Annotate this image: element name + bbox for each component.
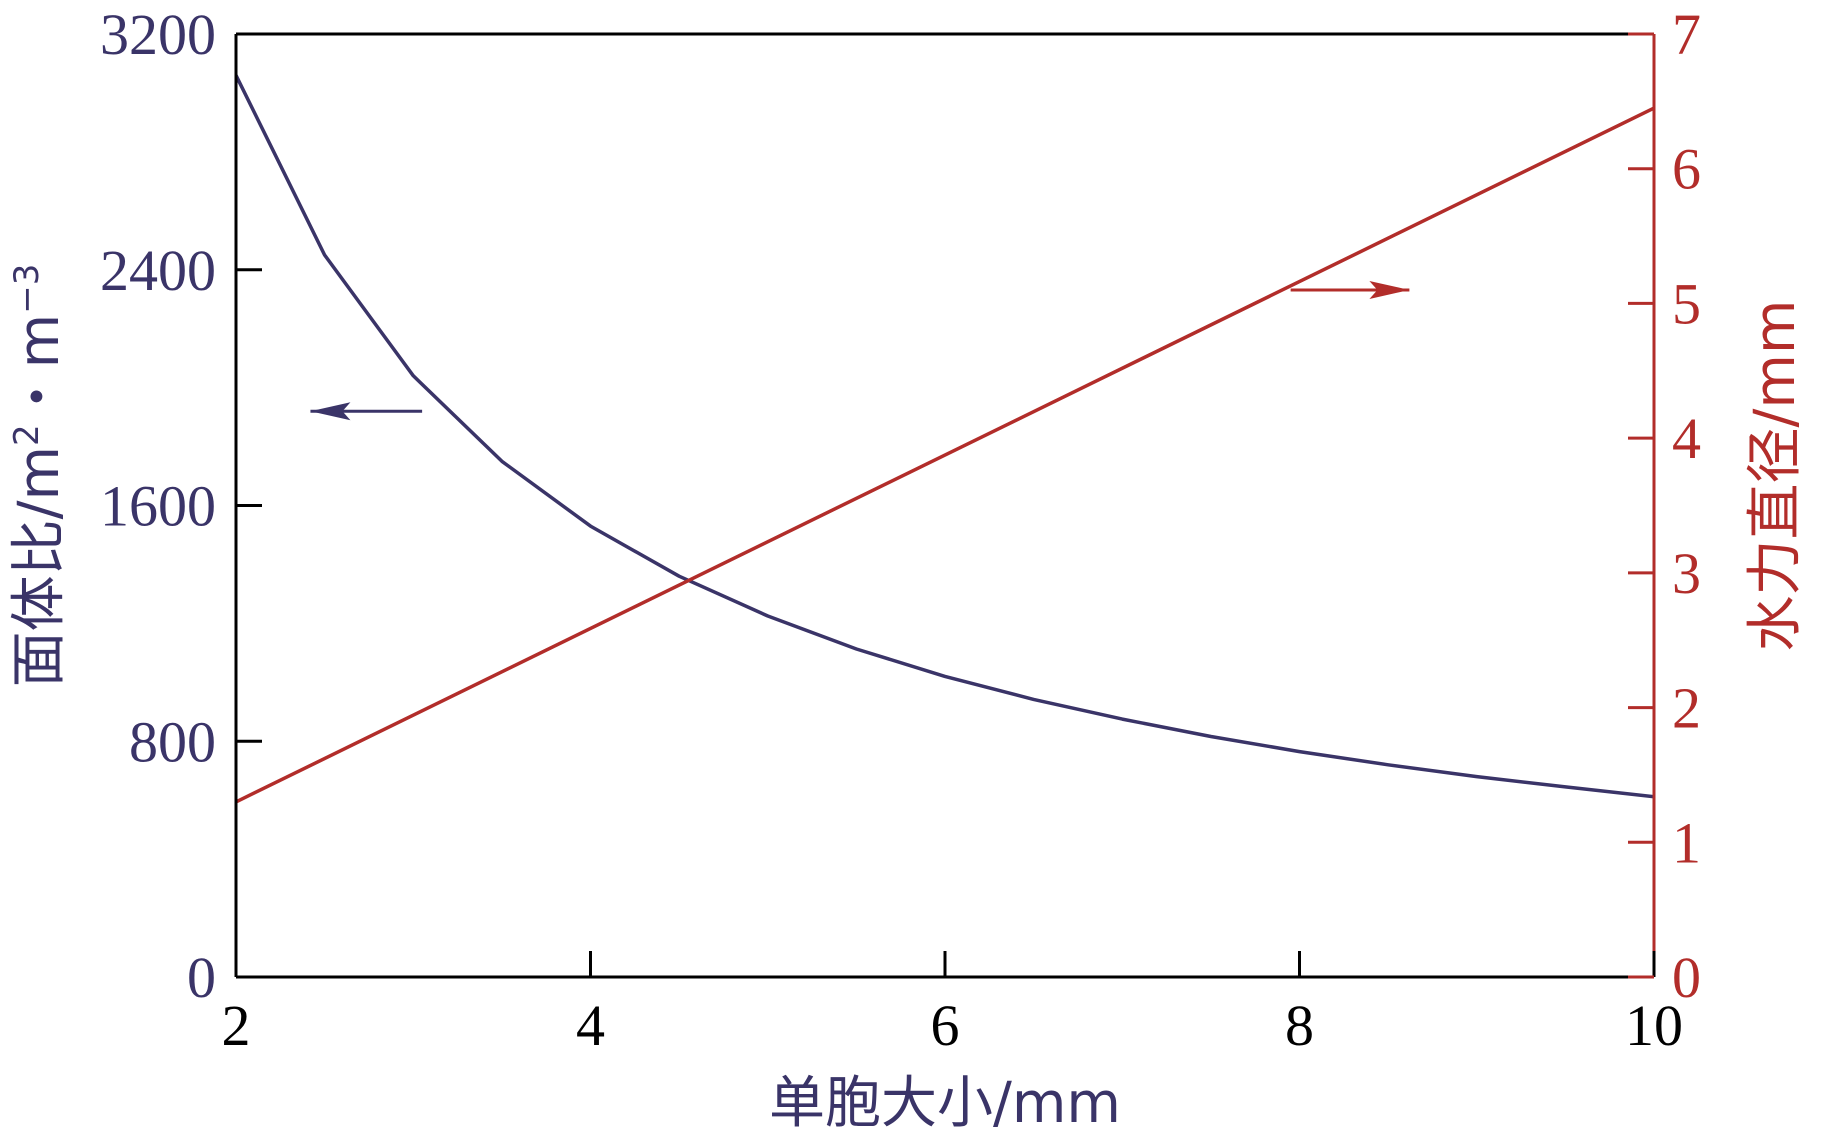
y-left-axis-title: 面体比/m2・m−3 xyxy=(7,264,72,688)
y-right-tick-label: 1 xyxy=(1672,810,1701,875)
y-left-tick-label: 800 xyxy=(129,709,216,774)
y-left-tick-label: 3200 xyxy=(100,2,216,67)
y-left-tick-label: 1600 xyxy=(100,474,216,539)
y-right-tick-label: 0 xyxy=(1672,945,1701,1010)
x-tick-label: 2 xyxy=(222,993,251,1058)
labels-layer: 单胞大小/mm 水力直径/mm 面体比/m2・m−3 2 4 6 8 100800160… xyxy=(7,2,1808,1136)
y-left-tick-label: 2400 xyxy=(100,238,216,303)
x-tick-label: 8 xyxy=(1285,993,1314,1058)
y-right-tick-label: 5 xyxy=(1672,271,1701,336)
y-right-tick-label: 2 xyxy=(1672,676,1701,741)
y-right-axis-title: 水力直径/mm xyxy=(1743,300,1808,652)
axes-layer xyxy=(234,32,1656,979)
y-left-title-sup1: 2 xyxy=(7,424,47,446)
left-axis-arrow-icon-head xyxy=(310,402,351,421)
x-tick-label: 4 xyxy=(576,993,605,1058)
right-axis-arrow-icon xyxy=(1290,280,1410,299)
right-axis-arrow-icon-head xyxy=(1369,280,1410,299)
y-left-title-mid: ・m xyxy=(7,314,72,425)
surface-volume-ratio-line xyxy=(234,74,1655,799)
y-right-tick-label: 6 xyxy=(1672,137,1701,202)
series-layer xyxy=(234,74,1655,804)
y-left-tick-label: 0 xyxy=(187,945,216,1010)
y-right-tick-label: 3 xyxy=(1672,541,1701,606)
left-axis-arrow-icon xyxy=(310,402,423,421)
x-tick-label: 6 xyxy=(931,993,960,1058)
y-left-title-sup2: −3 xyxy=(7,264,47,314)
y-right-tick-label: 4 xyxy=(1672,406,1701,471)
hydraulic-diameter-line xyxy=(235,106,1655,804)
x-tick-label: 10 xyxy=(1625,993,1683,1058)
y-left-title-main: 面体比/m xyxy=(7,446,72,687)
y-right-tick-label: 7 xyxy=(1672,2,1701,67)
x-axis-title: 单胞大小/mm xyxy=(769,1071,1121,1136)
